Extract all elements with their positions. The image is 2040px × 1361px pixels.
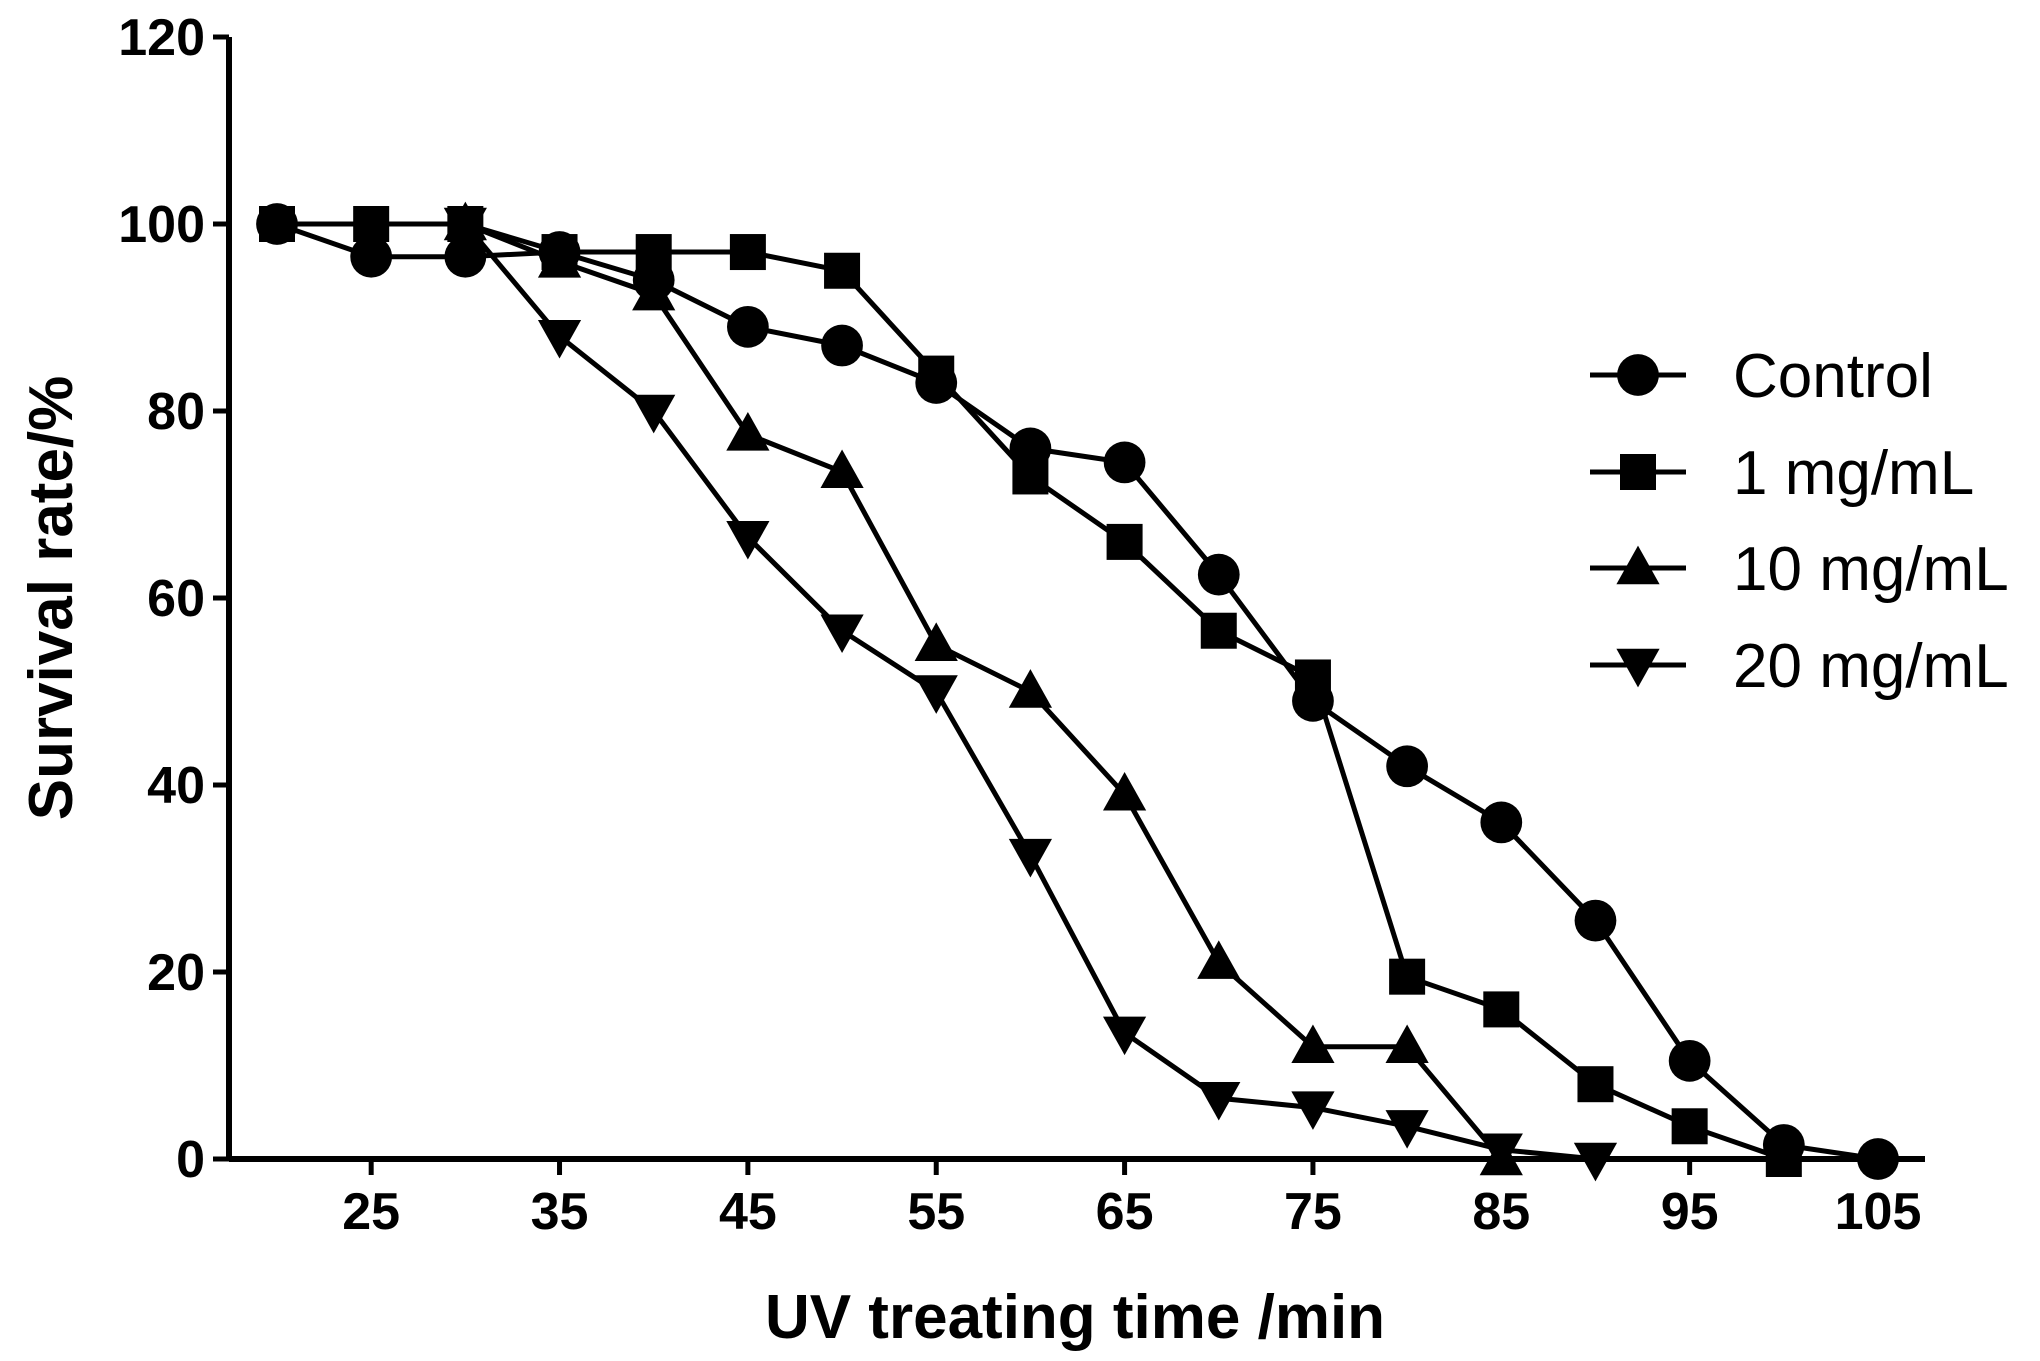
y-tick-label: 100	[118, 196, 205, 254]
data-point-1-mg-ml	[1389, 958, 1426, 995]
data-point-10-mg-ml	[1291, 1024, 1335, 1063]
legend-label: Control	[1733, 342, 1933, 411]
data-point-1-mg-ml	[635, 234, 672, 271]
data-point-20-mg-ml	[1573, 1142, 1618, 1182]
y-axis-title: Survival rate/%	[17, 376, 86, 821]
ticks-layer: 0 20 40 60 80 100 120 25 35 45 55 65 75 85 95 105	[118, 9, 1921, 1241]
data-point-control	[350, 235, 393, 278]
x-tick-label: 25	[342, 1183, 400, 1241]
data-point-control	[1197, 553, 1240, 596]
data-point-20-mg-ml	[443, 207, 487, 247]
x-tick-label: 45	[719, 1183, 777, 1241]
y-tick-label: 40	[147, 757, 205, 815]
data-point-20-mg-ml	[726, 521, 770, 560]
data-point-control	[444, 235, 487, 278]
data-point-1-mg-ml	[1200, 612, 1237, 649]
data-point-control	[821, 324, 863, 367]
data-point-20-mg-ml	[914, 675, 958, 714]
data-point-control	[1386, 745, 1428, 788]
x-tick-label: 75	[1284, 1183, 1342, 1241]
x-axis-title: UV treating time /min	[765, 1283, 1385, 1352]
series-control	[256, 203, 1899, 1180]
data-point-1-mg-ml	[1294, 659, 1331, 696]
legend-item-control: Control	[1590, 342, 1933, 411]
data-point-10-mg-ml	[820, 449, 864, 488]
legend-label: 1 mg/mL	[1733, 439, 1974, 508]
data-point-1-mg-ml	[1671, 1108, 1708, 1145]
y-tick-label: 60	[147, 570, 205, 628]
data-point-10-mg-ml	[1102, 772, 1147, 811]
series-line-10-mg-ml	[464, 221, 1504, 1161]
data-point-10-mg-ml	[914, 622, 958, 661]
x-tick-label: 95	[1661, 1183, 1719, 1241]
legend-marker	[1617, 354, 1659, 396]
legend-marker	[1616, 545, 1660, 585]
y-tick-label: 120	[118, 9, 205, 67]
data-point-10-mg-ml	[1197, 940, 1241, 979]
data-point-1-mg-ml	[824, 252, 861, 289]
data-point-20-mg-ml	[537, 320, 582, 359]
axes-layer	[226, 37, 1925, 1162]
data-point-20-mg-ml	[1291, 1091, 1335, 1130]
data-point-control	[1480, 801, 1523, 844]
data-point-control	[727, 305, 769, 348]
data-point-control	[1668, 1039, 1711, 1082]
x-tick-label: 85	[1472, 1183, 1530, 1241]
data-point-10-mg-ml	[632, 271, 676, 311]
x-tick-label: 105	[1835, 1183, 1922, 1241]
legend-marker	[1620, 454, 1656, 490]
data-point-1-mg-ml	[918, 355, 955, 392]
data-point-1-mg-ml	[1012, 458, 1049, 495]
series-20-mg-ml	[443, 207, 1618, 1182]
x-tick-label: 65	[1096, 1183, 1154, 1241]
data-point-control	[1574, 899, 1617, 942]
data-point-20-mg-ml	[1102, 1016, 1147, 1056]
data-point-control	[1103, 441, 1146, 484]
data-point-1-mg-ml	[1577, 1066, 1614, 1103]
legend-item-1-mg-ml: 1 mg/mL	[1590, 439, 1974, 508]
legend-marker	[1616, 648, 1660, 688]
data-point-20-mg-ml	[820, 614, 864, 654]
data-point-1-mg-ml	[1483, 991, 1520, 1028]
legend: Control 1 mg/mL 10 mg/mL 20 mg/mL	[1590, 342, 2009, 701]
legend-item-20-mg-ml: 20 mg/mL	[1590, 632, 2009, 701]
data-point-10-mg-ml	[726, 412, 770, 451]
data-point-10-mg-ml	[537, 239, 582, 278]
data-point-1-mg-ml	[353, 206, 390, 242]
y-tick-label: 0	[176, 1131, 205, 1189]
data-point-10-mg-ml	[1008, 669, 1053, 708]
series-10-mg-ml	[443, 201, 1523, 1176]
data-point-20-mg-ml	[1197, 1082, 1241, 1121]
data-point-20-mg-ml	[1385, 1110, 1429, 1149]
legend-label: 20 mg/mL	[1733, 632, 2009, 701]
y-tick-label: 20	[147, 944, 205, 1002]
legend-item-10-mg-ml: 10 mg/mL	[1590, 535, 2009, 604]
data-point-20-mg-ml	[1008, 838, 1053, 878]
data-point-10-mg-ml	[1385, 1024, 1429, 1063]
y-tick-label: 80	[147, 383, 205, 441]
series-layer	[256, 201, 1899, 1182]
data-point-1-mg-ml	[259, 206, 295, 242]
x-tick-label: 35	[531, 1183, 589, 1241]
x-tick-label: 55	[907, 1183, 965, 1241]
data-point-20-mg-ml	[1479, 1133, 1523, 1172]
data-point-1-mg-ml	[729, 234, 766, 271]
legend-label: 10 mg/mL	[1733, 535, 2009, 604]
data-point-20-mg-ml	[632, 394, 676, 434]
data-point-1-mg-ml	[1106, 523, 1143, 560]
